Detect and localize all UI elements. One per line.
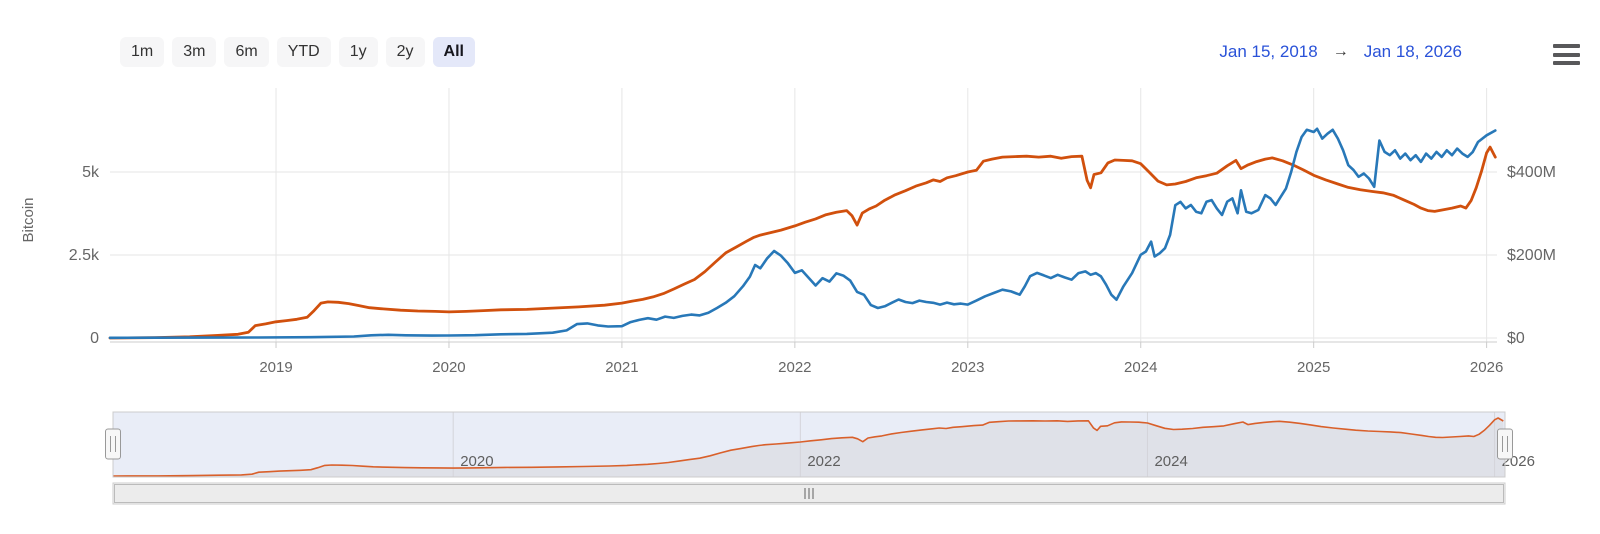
date-to-input[interactable]: Jan 18, 2026 [1363, 42, 1462, 61]
range-button-2y[interactable]: 2y [385, 37, 425, 67]
x-axis-tick-label: 2025 [1297, 359, 1330, 376]
right-axis-tick-label: $200M [1507, 247, 1556, 264]
navigator-tick-label: 2020 [460, 453, 493, 470]
navigator-handle-right[interactable] [1497, 428, 1513, 460]
range-button-1y[interactable]: 1y [338, 37, 378, 67]
navigator-series-line [112, 417, 1504, 477]
hamburger-menu-button[interactable] [1553, 44, 1580, 65]
x-axis-tick-label: 2026 [1470, 359, 1503, 376]
date-range: Jan 15, 2018 → Jan 18, 2026 [1219, 37, 1462, 67]
arrow-right-icon: → [1332, 43, 1349, 60]
bitcoin-series-line [108, 127, 1497, 340]
hamburger-icon [1553, 52, 1580, 57]
right-axis-tick-label: $400M [1507, 164, 1556, 181]
navigator-tick-label: 2024 [1154, 453, 1187, 470]
date-from-input[interactable]: Jan 15, 2018 [1219, 42, 1318, 61]
left-axis-tick-label: 0 [90, 330, 99, 347]
range-button-6m[interactable]: 6m [224, 37, 269, 67]
range-button-3m[interactable]: 3m [172, 37, 217, 67]
usd-value-series-line [108, 145, 1497, 340]
navigator-mask[interactable] [113, 412, 1505, 477]
right-axis-tick-label: $0 [1507, 330, 1525, 347]
left-axis-title: Bitcoin [20, 197, 37, 242]
hamburger-icon [1553, 44, 1580, 48]
navigator-handle-left[interactable] [105, 428, 121, 460]
navigator-tick-label: 2022 [807, 453, 840, 470]
plot-area[interactable] [110, 88, 1497, 342]
x-axis-tick-label: 2019 [259, 359, 292, 376]
range-button-ytd[interactable]: YTD [276, 37, 331, 67]
left-axis-tick-label: 2.5k [69, 247, 100, 264]
range-button-1m[interactable]: 1m [120, 37, 165, 67]
navigator-area-fill [113, 418, 1505, 477]
range-button-all[interactable]: All [432, 37, 475, 67]
x-axis-tick-label: 2020 [432, 359, 465, 376]
x-axis-tick-label: 2024 [1124, 359, 1157, 376]
x-axis-tick-label: 2021 [605, 359, 638, 376]
x-axis-tick-label: 2023 [951, 359, 984, 376]
hamburger-icon [1553, 61, 1580, 65]
left-axis-tick-label: 5k [82, 164, 100, 181]
range-selector: 1m 3m 6m YTD 1y 2y All [120, 37, 475, 67]
x-axis-tick-label: 2022 [778, 359, 811, 376]
